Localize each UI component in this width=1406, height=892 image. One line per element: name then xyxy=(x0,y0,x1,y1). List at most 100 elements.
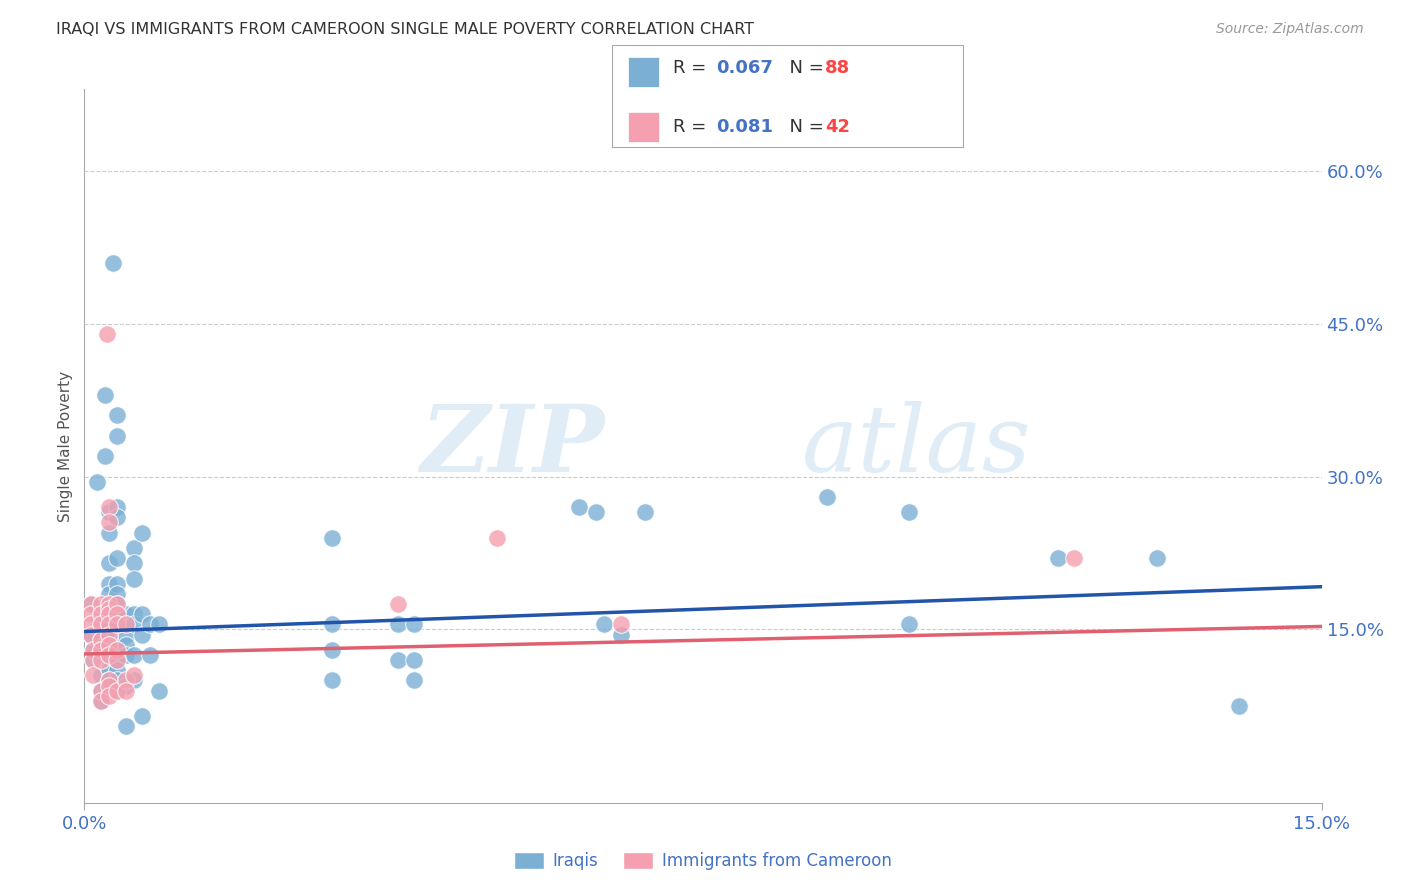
Point xyxy=(98,673,121,688)
Point xyxy=(98,623,121,637)
Text: ZIP: ZIP xyxy=(420,401,605,491)
Point xyxy=(898,505,921,519)
Point xyxy=(105,653,128,667)
Point xyxy=(122,617,145,632)
Point xyxy=(139,648,162,662)
Point xyxy=(98,663,121,677)
Point xyxy=(593,617,616,632)
Point xyxy=(105,597,128,611)
Point xyxy=(131,709,153,723)
Text: R =: R = xyxy=(673,118,713,136)
Point xyxy=(634,505,657,519)
Point xyxy=(568,500,591,515)
Point xyxy=(98,643,121,657)
Point xyxy=(1146,551,1168,566)
Point xyxy=(105,409,128,423)
Point xyxy=(90,683,112,698)
Point xyxy=(98,673,121,688)
Point xyxy=(98,689,121,703)
Point xyxy=(485,531,508,545)
Point xyxy=(90,617,112,632)
Point xyxy=(139,617,162,632)
Point xyxy=(114,627,136,641)
Point xyxy=(105,429,128,443)
Point xyxy=(898,617,921,632)
Legend: Iraqis, Immigrants from Cameroon: Iraqis, Immigrants from Cameroon xyxy=(508,845,898,877)
Point xyxy=(609,617,631,632)
Point xyxy=(105,607,128,622)
Point xyxy=(98,607,121,622)
Point xyxy=(1227,698,1250,713)
Point xyxy=(90,668,112,682)
Text: R =: R = xyxy=(673,60,713,78)
Point xyxy=(98,587,121,601)
Point xyxy=(103,255,125,269)
Point xyxy=(105,653,128,667)
Point xyxy=(80,607,103,622)
Point xyxy=(80,617,103,632)
Point xyxy=(98,516,121,530)
Point xyxy=(131,525,153,540)
Point xyxy=(321,531,343,545)
Point xyxy=(131,607,153,622)
Point xyxy=(90,653,112,667)
Point xyxy=(90,694,112,708)
Point xyxy=(105,638,128,652)
Point xyxy=(122,673,145,688)
Point xyxy=(86,475,108,489)
Point xyxy=(105,673,128,688)
Point xyxy=(98,638,121,652)
Point xyxy=(122,556,145,570)
Point xyxy=(105,617,128,632)
Text: N =: N = xyxy=(778,118,830,136)
Point xyxy=(105,551,128,566)
Point xyxy=(96,326,118,341)
Text: IRAQI VS IMMIGRANTS FROM CAMEROON SINGLE MALE POVERTY CORRELATION CHART: IRAQI VS IMMIGRANTS FROM CAMEROON SINGLE… xyxy=(56,22,755,37)
Point xyxy=(98,617,121,632)
Point xyxy=(105,576,128,591)
Point xyxy=(98,607,121,622)
Point xyxy=(404,673,426,688)
Point xyxy=(90,607,112,622)
Point xyxy=(105,683,128,698)
Point xyxy=(82,653,104,667)
Point xyxy=(98,648,121,662)
Point xyxy=(404,653,426,667)
Point xyxy=(90,617,112,632)
Point xyxy=(82,643,104,657)
Point xyxy=(105,510,128,524)
Point xyxy=(105,683,128,698)
Point xyxy=(114,607,136,622)
Point xyxy=(105,597,128,611)
Point xyxy=(105,663,128,677)
Point xyxy=(122,541,145,555)
Text: 42: 42 xyxy=(825,118,851,136)
Point xyxy=(98,602,121,616)
Point xyxy=(98,602,121,616)
Point xyxy=(90,607,112,622)
Point xyxy=(114,683,136,698)
Point xyxy=(94,449,117,463)
Point xyxy=(387,597,409,611)
Point xyxy=(80,627,103,641)
Point xyxy=(90,632,112,647)
Point xyxy=(114,679,136,693)
Text: 0.081: 0.081 xyxy=(716,118,773,136)
Point xyxy=(80,597,103,611)
Point xyxy=(122,668,145,682)
Point xyxy=(122,648,145,662)
Point xyxy=(98,576,121,591)
Point xyxy=(114,617,136,632)
Point xyxy=(98,632,121,647)
Point xyxy=(98,505,121,519)
Text: 0.067: 0.067 xyxy=(716,60,772,78)
Point xyxy=(387,653,409,667)
Point xyxy=(98,500,121,515)
Point xyxy=(80,627,103,641)
Point xyxy=(90,643,112,657)
Point xyxy=(98,617,121,632)
Point xyxy=(82,653,104,667)
Point xyxy=(90,694,112,708)
Text: atlas: atlas xyxy=(801,401,1032,491)
Point xyxy=(105,607,128,622)
